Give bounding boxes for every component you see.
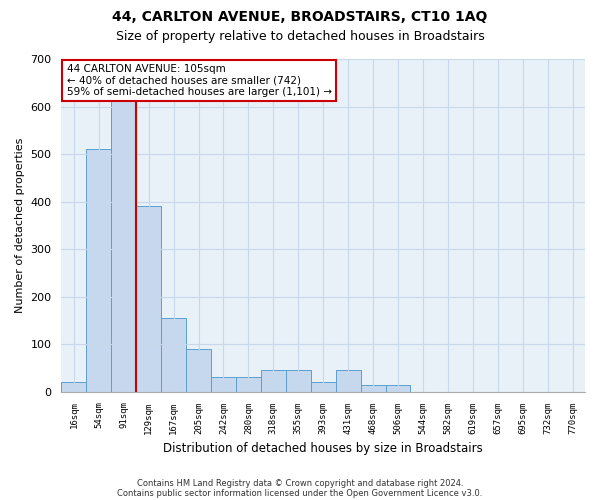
Bar bbox=[286, 370, 311, 392]
Text: 44 CARLTON AVENUE: 105sqm
← 40% of detached houses are smaller (742)
59% of semi: 44 CARLTON AVENUE: 105sqm ← 40% of detac… bbox=[67, 64, 332, 97]
Text: Contains HM Land Registry data © Crown copyright and database right 2024.: Contains HM Land Registry data © Crown c… bbox=[137, 478, 463, 488]
Bar bbox=[386, 384, 410, 392]
X-axis label: Distribution of detached houses by size in Broadstairs: Distribution of detached houses by size … bbox=[163, 442, 483, 455]
Bar bbox=[186, 349, 211, 392]
Bar bbox=[311, 382, 335, 392]
Text: Size of property relative to detached houses in Broadstairs: Size of property relative to detached ho… bbox=[116, 30, 484, 43]
Bar bbox=[161, 318, 186, 392]
Bar bbox=[86, 150, 111, 392]
Bar bbox=[335, 370, 361, 392]
Bar bbox=[136, 206, 161, 392]
Bar bbox=[261, 370, 286, 392]
Y-axis label: Number of detached properties: Number of detached properties bbox=[15, 138, 25, 313]
Text: Contains public sector information licensed under the Open Government Licence v3: Contains public sector information licen… bbox=[118, 488, 482, 498]
Bar bbox=[361, 384, 386, 392]
Bar bbox=[111, 100, 136, 392]
Text: 44, CARLTON AVENUE, BROADSTAIRS, CT10 1AQ: 44, CARLTON AVENUE, BROADSTAIRS, CT10 1A… bbox=[112, 10, 488, 24]
Bar bbox=[61, 382, 86, 392]
Bar bbox=[211, 378, 236, 392]
Bar bbox=[236, 378, 261, 392]
